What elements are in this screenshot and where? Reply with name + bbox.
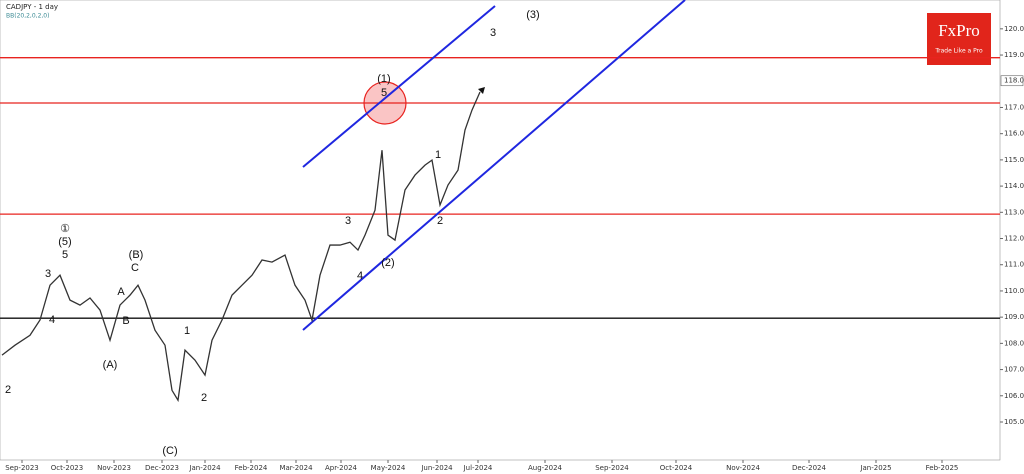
wave-label: 2 — [437, 215, 443, 227]
logo-box — [927, 13, 991, 65]
plot-frame — [0, 0, 1001, 461]
x-tick-label: Jul-2024 — [463, 464, 493, 472]
y-tick-label: 109.00 — [1004, 313, 1024, 321]
wave-label: (2) — [381, 257, 394, 269]
x-tick-label: Sep-2024 — [595, 464, 629, 472]
y-tick-label: 114.00 — [1004, 182, 1024, 190]
logo-name: FxPro — [938, 21, 980, 40]
x-tick-label: Dec-2024 — [792, 464, 826, 472]
wave-label: 1 — [435, 149, 441, 161]
price-line — [1, 91, 481, 403]
wave-label: 4 — [49, 314, 55, 326]
indicator-label: BB(20,2,0,2,0) — [6, 13, 49, 20]
x-tick-label: Sep-2023 — [5, 464, 39, 472]
wave-label: 5 — [381, 87, 387, 99]
x-tick-label: Mar-2024 — [279, 464, 313, 472]
x-tick-label: Feb-2024 — [235, 464, 268, 472]
wave-label: 2 — [5, 384, 11, 396]
wave-label: 4 — [357, 270, 363, 282]
wave-label: 3 — [345, 215, 351, 227]
x-tick-label: Oct-2023 — [51, 464, 83, 472]
x-tick-label: May-2024 — [371, 464, 406, 472]
channel-line — [302, 0, 686, 331]
y-tick-label: 110.00 — [1004, 287, 1024, 295]
x-tick-label: Nov-2023 — [97, 464, 131, 472]
wave-label: ① — [60, 223, 70, 235]
wave-label: 1 — [184, 325, 190, 337]
x-tick-label: Jun-2024 — [420, 464, 453, 472]
y-tick-label: 105.00 — [1004, 418, 1024, 426]
x-tick-label: Feb-2025 — [926, 464, 959, 472]
wave-label: (C) — [162, 445, 177, 457]
chart-title: CADJPY - 1 day — [6, 3, 58, 11]
y-tick-label: 107.00 — [1004, 366, 1024, 374]
wave-label: (1) — [377, 73, 390, 85]
wave-label: 5 — [62, 249, 68, 261]
y-tick-label: 112.00 — [1004, 235, 1024, 243]
x-tick-label: Dec-2023 — [145, 464, 179, 472]
y-tick-label: 106.00 — [1004, 392, 1024, 400]
x-tick-label: Jan-2025 — [859, 464, 891, 472]
wave-label: 2 — [201, 392, 207, 404]
wave-label: (B) — [129, 249, 144, 261]
y-tick-label: 117.00 — [1004, 103, 1024, 111]
y-tick-label: 120.00 — [1004, 25, 1024, 33]
y-tick-label: 113.00 — [1004, 208, 1024, 216]
y-tick-label: 108.00 — [1004, 339, 1024, 347]
wave-label: 3 — [45, 268, 51, 280]
y-tick-label: 116.00 — [1004, 130, 1024, 138]
x-tick-label: Jan-2024 — [188, 464, 221, 472]
wave-label: B — [122, 315, 129, 327]
wave-label: (3) — [526, 9, 539, 21]
channel-line — [302, 5, 496, 168]
x-tick-label: Apr-2024 — [325, 464, 358, 472]
last-price-box — [1000, 75, 1024, 87]
wave-label: 3 — [490, 27, 496, 39]
arrow-head — [478, 87, 485, 94]
wave-label: C — [131, 262, 139, 274]
wave-label: (5) — [58, 236, 71, 248]
wave-label: (A) — [103, 359, 118, 371]
logo-tagline: Trade Like a Pro — [934, 48, 983, 55]
x-tick-label: Nov-2024 — [726, 464, 760, 472]
y-tick-label: 119.00 — [1004, 51, 1024, 59]
y-tick-label: 115.00 — [1004, 156, 1024, 164]
x-tick-label: Aug-2024 — [528, 464, 563, 472]
wave-label: A — [117, 286, 125, 298]
y-tick-label: 111.00 — [1004, 261, 1024, 269]
last-price-label: 118.02 — [1004, 77, 1024, 85]
x-tick-label: Oct-2024 — [660, 464, 693, 472]
